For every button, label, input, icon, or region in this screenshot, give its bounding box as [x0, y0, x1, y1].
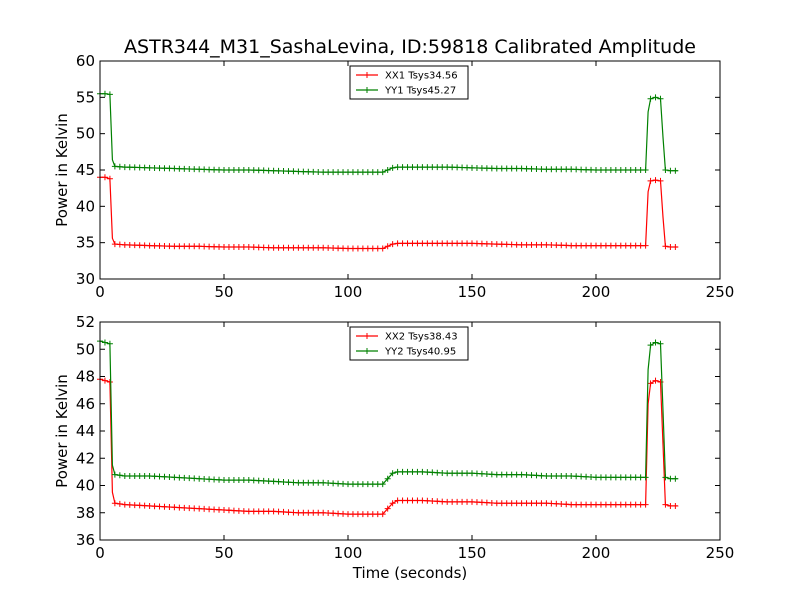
legend-marker — [364, 72, 370, 78]
data-point-marker — [384, 243, 391, 250]
y-axis-label: Power in Kelvin — [53, 113, 71, 227]
y-tick-label: 55 — [76, 88, 95, 106]
x-axis-label: Time (seconds) — [352, 564, 468, 582]
x-tick-label: 200 — [582, 544, 611, 562]
data-point-marker — [106, 340, 113, 347]
y-tick-label: 50 — [76, 340, 95, 358]
legend-entry: YY2 Tsys40.95 — [384, 347, 456, 358]
data-point-marker — [389, 500, 396, 507]
data-point-marker — [642, 167, 649, 173]
chart-title: ASTR344_M31_SashaLevina, ID:59818 Calibr… — [124, 36, 696, 58]
data-point-marker — [389, 470, 396, 477]
data-point-marker — [672, 475, 679, 482]
data-point-marker — [111, 471, 118, 478]
legend-entry: XX1 Tsys34.56 — [385, 71, 458, 82]
y-tick-label: 50 — [76, 125, 95, 143]
data-point-marker — [652, 94, 659, 101]
data-point-marker — [662, 474, 669, 481]
y-axis-label: Power in Kelvin — [53, 374, 71, 488]
data-point-marker — [384, 167, 391, 173]
x-tick-label: 250 — [706, 544, 735, 562]
legend-marker — [364, 348, 370, 354]
x-tick-label: 0 — [95, 283, 105, 301]
data-point-marker — [101, 377, 108, 384]
x-tick-label: 50 — [214, 283, 233, 301]
data-point-marker — [379, 169, 386, 176]
y-tick-label: 35 — [76, 234, 95, 252]
data-point-marker — [379, 245, 386, 252]
bottom-panel: 0 50 100 150 200 250 36 38 40 42 44 46 48 50 52 Power i… — [53, 313, 734, 562]
x-tick-label: 150 — [458, 283, 487, 301]
data-point-marker — [647, 95, 654, 102]
data-point-marker — [111, 500, 118, 507]
legend-entry: XX2 Tsys38.43 — [385, 332, 458, 343]
data-point-marker — [652, 177, 659, 184]
data-point-marker — [101, 339, 108, 346]
y-tick-label: 40 — [76, 197, 95, 215]
data-point-marker — [379, 481, 386, 488]
data-point-marker — [379, 511, 386, 518]
data-point-marker — [384, 475, 391, 482]
x-tick-label: 100 — [334, 544, 363, 562]
y-tick-label: 40 — [76, 477, 95, 495]
data-point-marker — [642, 474, 649, 481]
y-tick-label: 52 — [76, 313, 95, 331]
y-tick-label: 44 — [76, 422, 95, 440]
y-tick-label: 45 — [76, 161, 95, 179]
data-point-marker — [116, 472, 123, 479]
legend-entry: YY1 Tsys45.27 — [384, 86, 456, 97]
y-tick-label: 46 — [76, 395, 95, 413]
y-tick-label: 60 — [76, 52, 95, 70]
data-point-marker — [672, 502, 679, 509]
data-point-marker — [106, 175, 113, 182]
x-tick-label: 150 — [458, 544, 487, 562]
data-point-marker — [672, 244, 679, 251]
y-tick-label: 48 — [76, 368, 95, 386]
y-tick-label: 30 — [76, 270, 95, 288]
data-point-marker — [389, 164, 396, 171]
y-tick-label: 36 — [76, 531, 95, 549]
data-point-marker — [657, 340, 664, 347]
data-point-marker — [642, 501, 649, 508]
data-point-marker — [647, 177, 654, 184]
y-tick-label: 38 — [76, 504, 95, 522]
data-point-marker — [106, 91, 113, 98]
data-point-marker — [384, 505, 391, 512]
data-point-marker — [652, 377, 659, 384]
data-point-marker — [657, 95, 664, 102]
data-point-marker — [101, 90, 108, 97]
data-point-marker — [647, 342, 654, 349]
data-point-marker — [672, 167, 679, 174]
data-point-marker — [642, 242, 649, 249]
data-point-marker — [662, 167, 669, 173]
x-tick-label: 250 — [706, 283, 735, 301]
data-point-marker — [652, 339, 659, 346]
x-tick-label: 100 — [334, 283, 363, 301]
data-point-marker — [657, 177, 664, 184]
x-tick-label: 0 — [95, 544, 105, 562]
data-point-marker — [389, 241, 396, 248]
data-point-marker — [101, 174, 108, 181]
data-point-marker — [647, 380, 654, 387]
data-point-marker — [106, 378, 113, 385]
data-point-marker — [662, 501, 669, 508]
legend-box — [349, 65, 469, 100]
legend-marker — [364, 87, 370, 93]
data-point-marker — [116, 500, 123, 507]
data-point-marker — [662, 243, 669, 250]
y-tick-label: 42 — [76, 449, 95, 467]
legend-box — [349, 326, 469, 361]
x-tick-label: 200 — [582, 283, 611, 301]
x-tick-label: 50 — [214, 544, 233, 562]
legend-marker — [364, 333, 370, 339]
top-panel: 0 50 100 150 200 250 30 35 40 45 50 55 60 Power in Ke… — [53, 52, 734, 301]
